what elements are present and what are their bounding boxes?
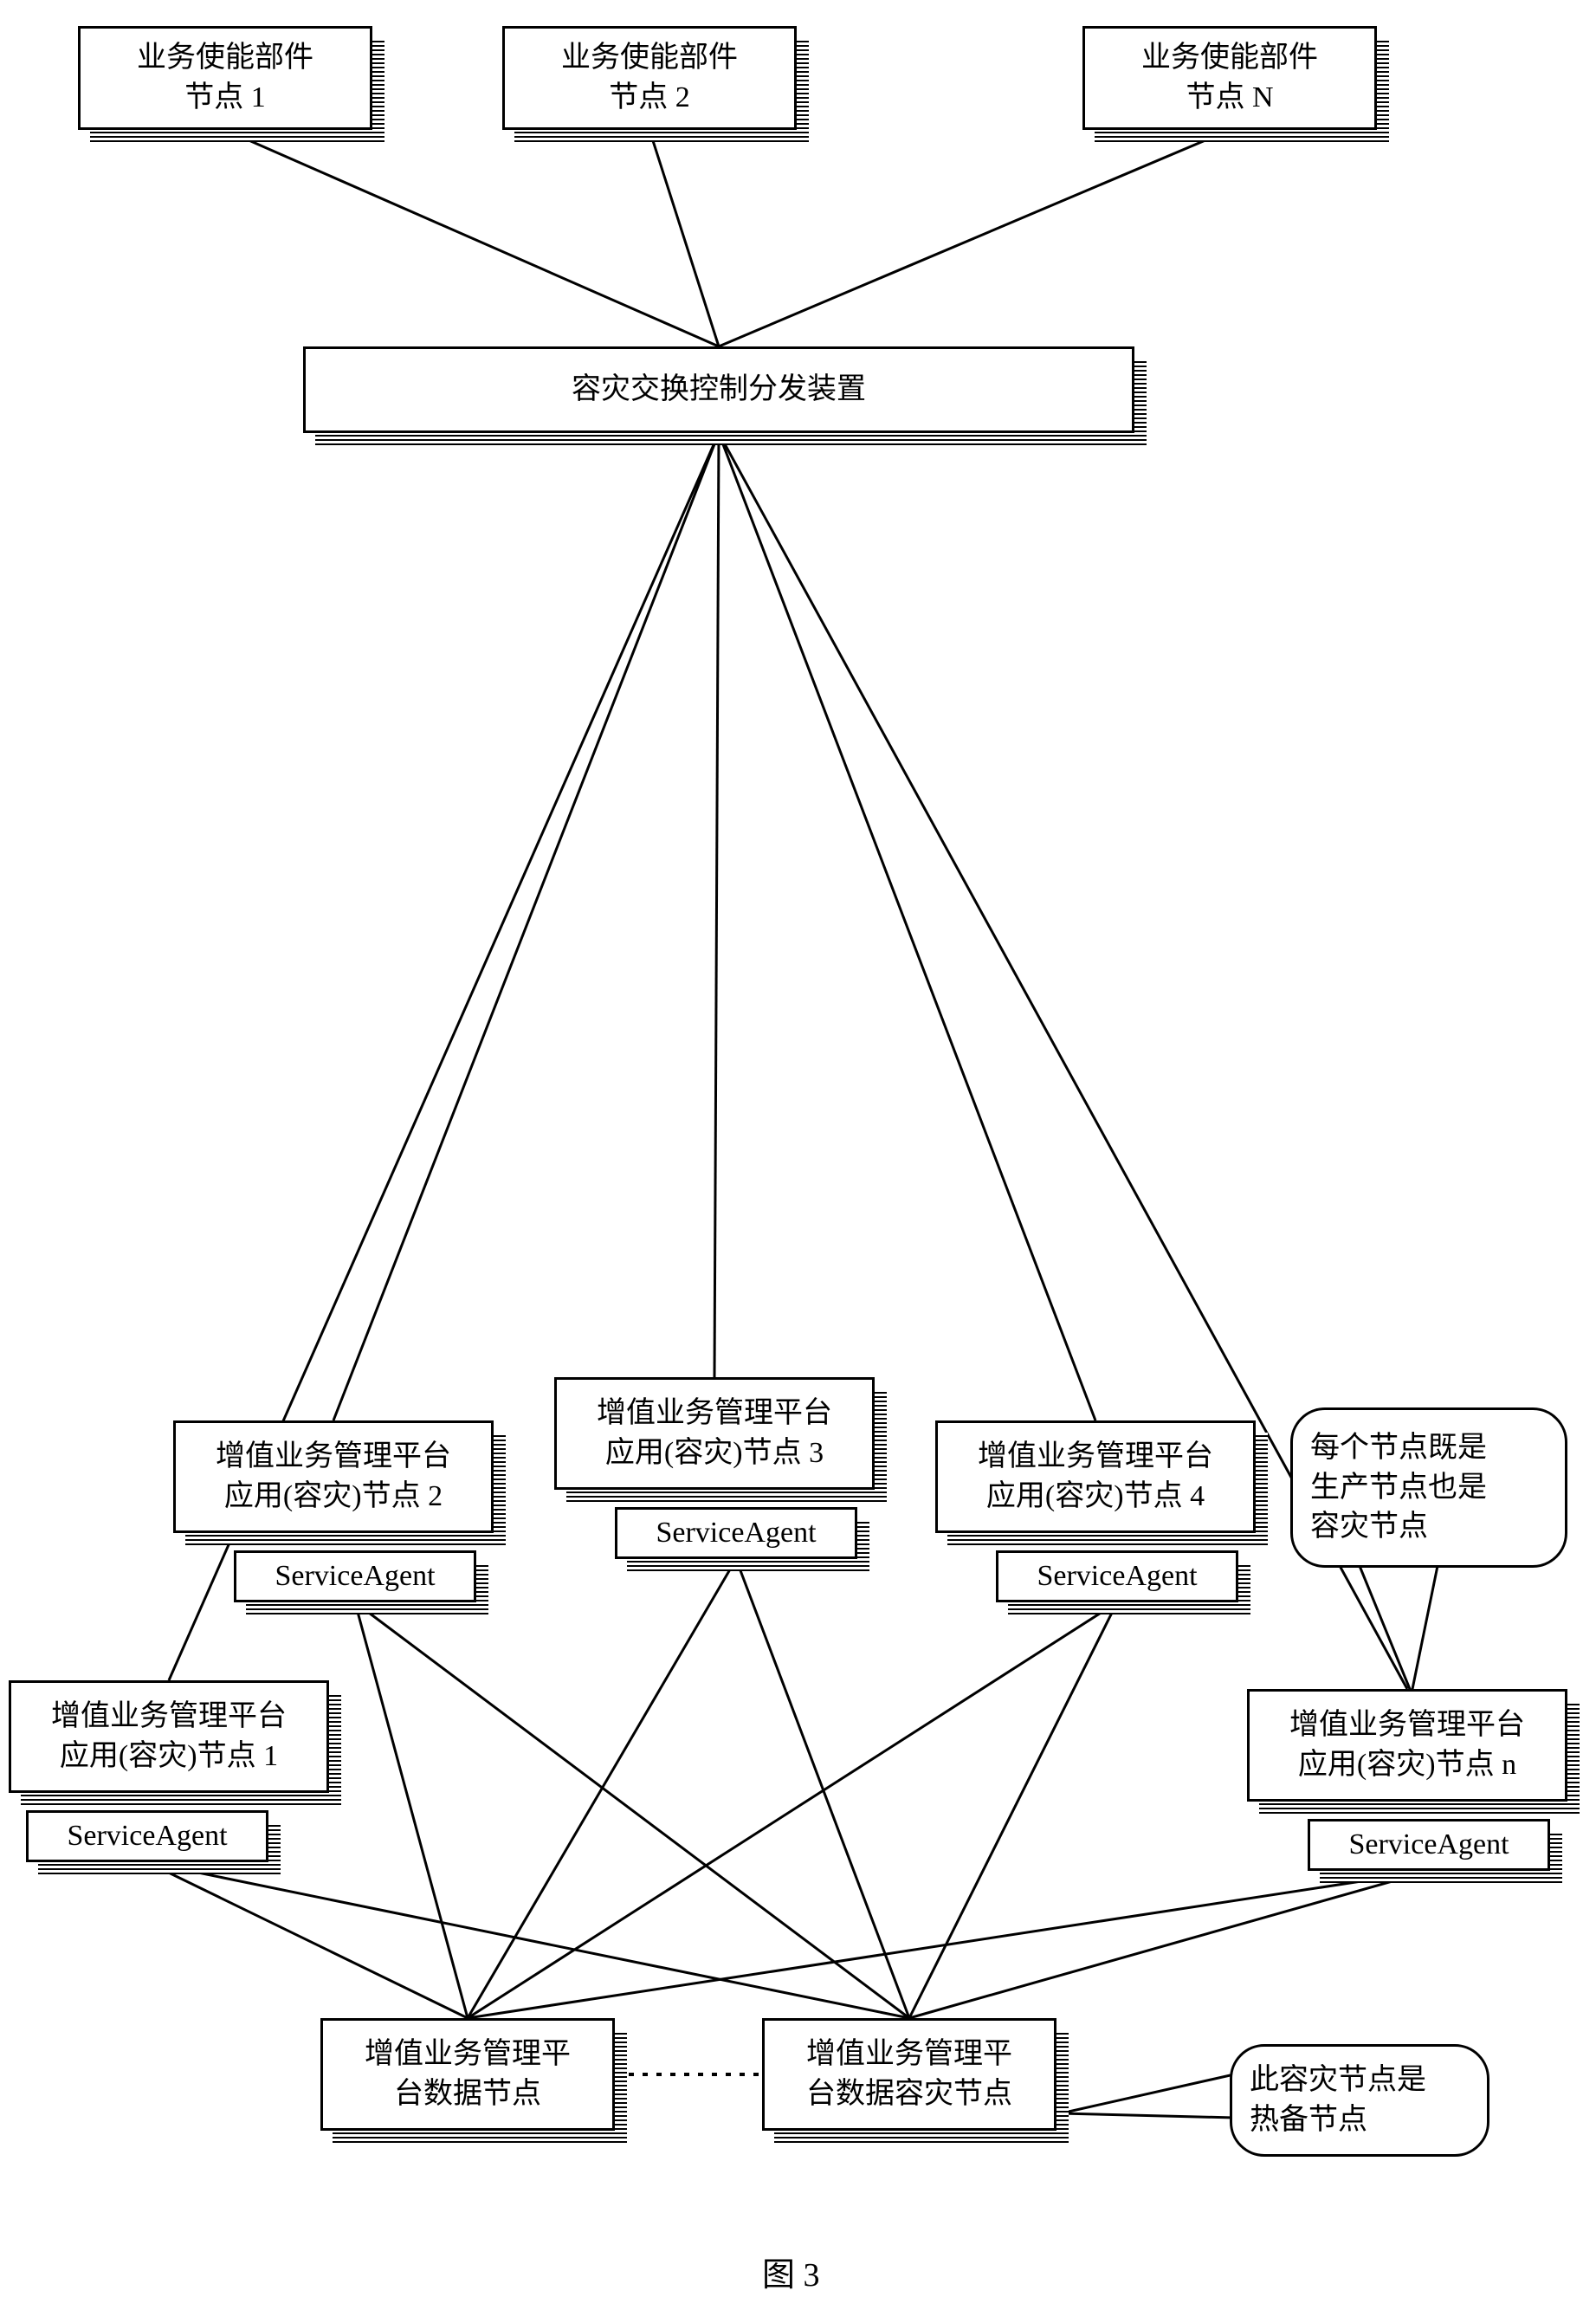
app2a: ServiceAgent: [234, 1550, 476, 1602]
figure-caption: 图 3: [762, 2248, 820, 2295]
center: 容灾交换控制分发装置: [303, 346, 1134, 433]
edge-center-app4: [719, 433, 1095, 1420]
edge-app3a-data1: [468, 1559, 736, 2018]
app1: 增值业务管理平台 应用(容灾)节点 1: [9, 1680, 329, 1793]
c2-tail: [1061, 2074, 1234, 2118]
appN: 增值业务管理平台 应用(容灾)节点 n: [1247, 1689, 1567, 1802]
c1-tail: [1360, 1566, 1438, 1693]
edge-app3a-data2: [736, 1559, 909, 2018]
data2: 增值业务管理平 台数据容灾节点: [762, 2018, 1056, 2131]
edge-top1-center: [225, 130, 719, 346]
app4: 增值业务管理平台 应用(容灾)节点 4: [935, 1420, 1256, 1533]
diagram-canvas: 图 3 业务使能部件 节点 1 业务使能部件 节点 2 业务使能部件 节点 N 容灾交…: [0, 0, 1596, 2310]
c2: 此容灾节点是 热备节点: [1230, 2044, 1489, 2157]
edge-app4a-data2: [909, 1602, 1117, 2018]
data1: 增值业务管理平 台数据节点: [320, 2018, 615, 2131]
edge-appNa-data2: [909, 1871, 1429, 2018]
app4a: ServiceAgent: [996, 1550, 1238, 1602]
edge-center-app2: [333, 433, 719, 1420]
edge-app1a-data1: [147, 1862, 468, 2018]
top1: 业务使能部件 节点 1: [78, 26, 372, 130]
edge-top2-center: [649, 130, 719, 346]
app1a: ServiceAgent: [26, 1810, 268, 1862]
app3: 增值业务管理平台 应用(容灾)节点 3: [554, 1377, 875, 1490]
edge-center-app3: [714, 433, 719, 1377]
appNa: ServiceAgent: [1308, 1819, 1550, 1871]
edge-app2a-data2: [355, 1602, 909, 2018]
app2: 增值业务管理平台 应用(容灾)节点 2: [173, 1420, 494, 1533]
edge-appNa-data1: [468, 1871, 1429, 2018]
top2: 业务使能部件 节点 2: [502, 26, 797, 130]
edge-topN-center: [719, 130, 1230, 346]
c1: 每个节点既是 生产节点也是 容灾节点: [1290, 1407, 1567, 1568]
app3a: ServiceAgent: [615, 1507, 857, 1559]
edge-app4a-data1: [468, 1602, 1117, 2018]
edge-app2a-data1: [355, 1602, 468, 2018]
edge-app1a-data2: [147, 1862, 909, 2018]
topN: 业务使能部件 节点 N: [1082, 26, 1377, 130]
